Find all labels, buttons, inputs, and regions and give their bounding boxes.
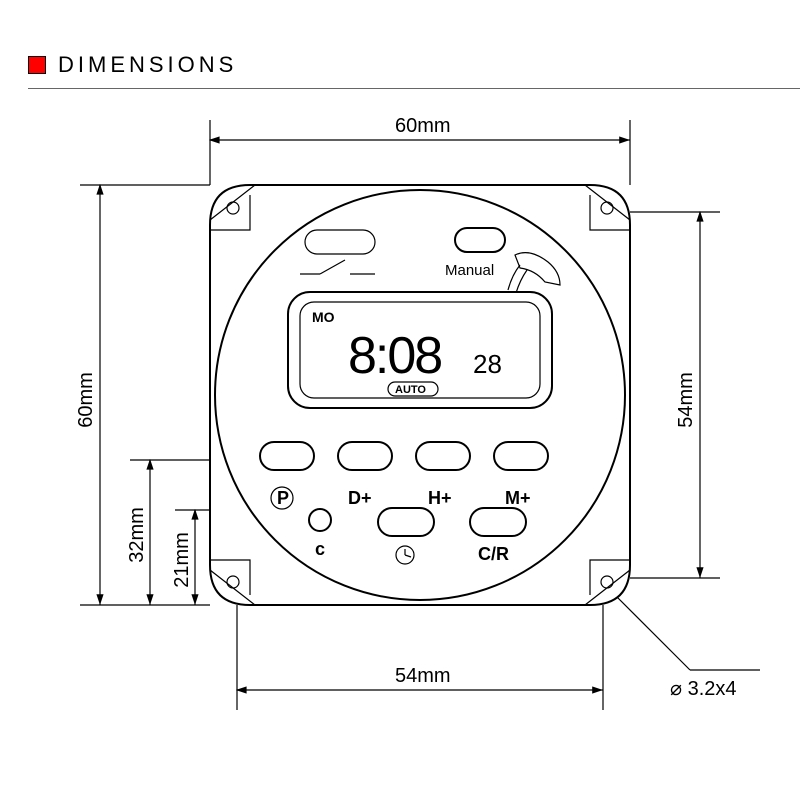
button-p[interactable] [260,442,314,470]
dim-top-label: 60mm [395,115,451,137]
svg-text:AUTO: AUTO [395,384,426,396]
label-c: c [315,539,325,559]
dim-left-label: 60mm [75,372,97,428]
dim-hole-label: ⌀ 3.2x4 [670,678,737,700]
manual-button[interactable] [455,228,505,252]
label-cr: C/R [478,544,509,564]
label-d: D+ [348,488,372,508]
svg-text:P: P [277,488,289,508]
lcd-day: MO [312,309,335,325]
lcd-sec: 28 [473,349,502,379]
label-m: M+ [505,488,531,508]
diagram-stage: 60mm 60mm 32mm 21mm 54mm 54mm ⌀ 3.2x4 [0,100,800,800]
dim-top: 60mm [210,115,630,185]
button-m[interactable] [494,442,548,470]
dim-bottom: 54mm [237,605,603,710]
header-title: DIMENSIONS [58,52,237,78]
lcd-screen: MO 8:08 28 AUTO [288,292,552,408]
button-d[interactable] [338,442,392,470]
header-marker [28,56,46,74]
dim-hole: ⌀ 3.2x4 [610,590,760,700]
dim-right-label: 54mm [675,372,697,428]
device-body: Manual MO 8:08 28 AUTO [210,185,630,605]
header-divider [28,88,800,89]
dim-bottom-label: 54mm [395,665,451,687]
button-cr[interactable] [470,508,526,536]
button-clock[interactable] [378,508,434,536]
dim-21-label: 21mm [171,532,193,588]
dim-right: 54mm [630,212,720,578]
dim-32-label: 32mm [126,507,148,563]
label-h: H+ [428,488,452,508]
button-h[interactable] [416,442,470,470]
manual-label: Manual [445,262,494,279]
lcd-time: 8:08 [348,327,441,385]
button-c-reset[interactable] [309,509,331,531]
